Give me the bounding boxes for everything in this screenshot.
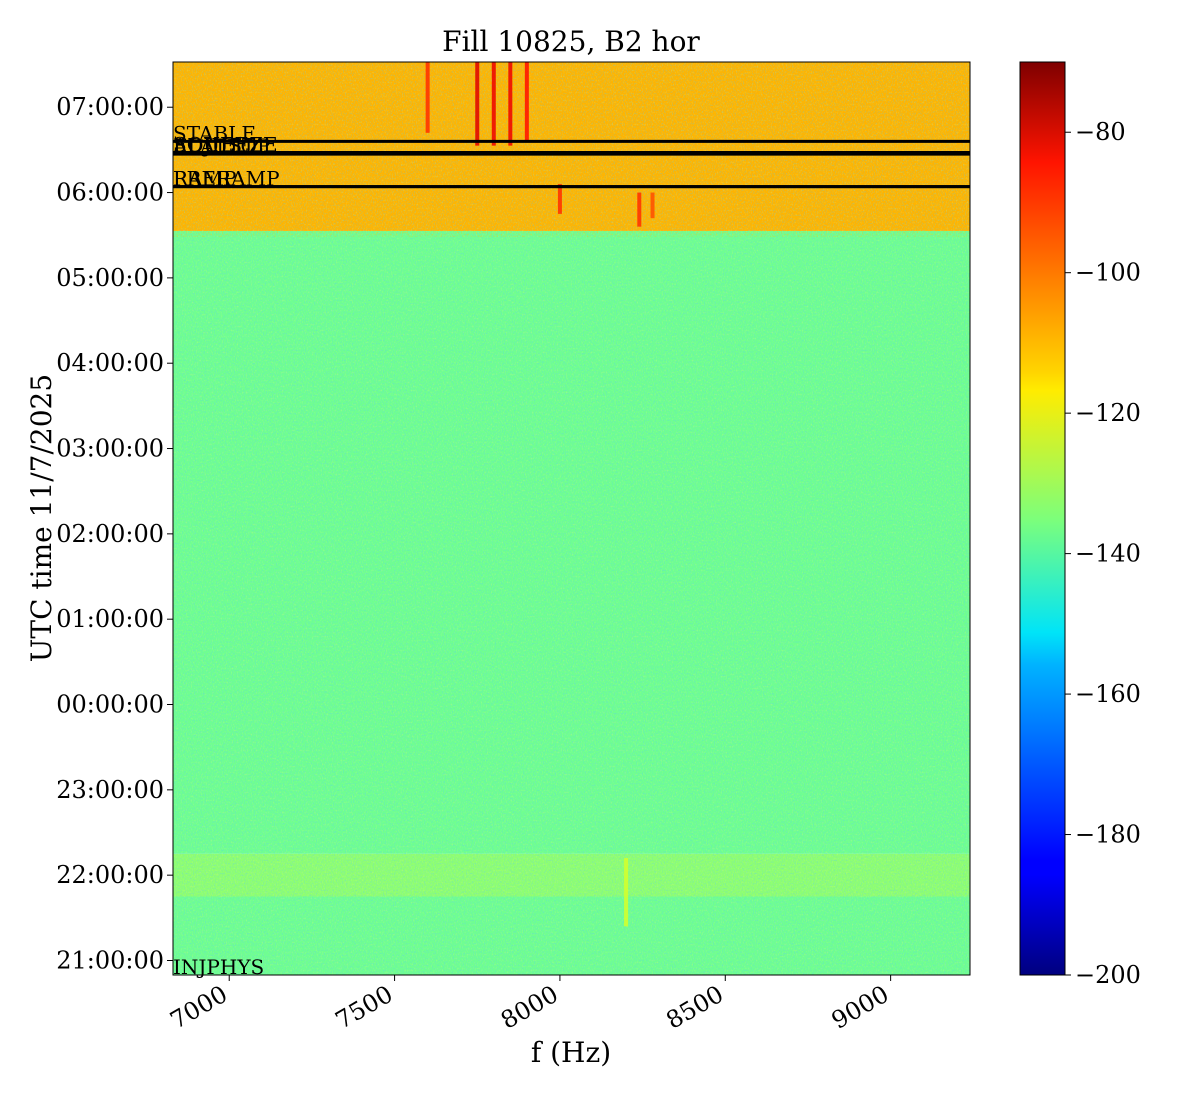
x-tick-label: 7000 [165, 980, 232, 1035]
spectral-line [491, 62, 496, 146]
x-axis-label: f (Hz) [531, 1036, 611, 1069]
colorbar-tick-label: −140 [1075, 540, 1141, 568]
y-tick-label: 05:00:00 [56, 264, 164, 292]
y-tick-label: 01:00:00 [56, 605, 164, 633]
y-tick-label: 04:00:00 [56, 349, 164, 377]
x-axis: 7000 7500 8000 8500 9000 [165, 975, 894, 1035]
y-tick-label: 06:00:00 [56, 179, 164, 207]
colorbar-tick-label: −180 [1075, 821, 1141, 849]
x-tick-label: 8500 [661, 980, 728, 1035]
spectral-line [624, 858, 629, 927]
event-label: PRERAMP [173, 167, 280, 191]
colorbar-tick-label: −120 [1075, 399, 1141, 427]
y-tick-label: 02:00:00 [56, 520, 164, 548]
spectral-line [524, 62, 529, 142]
spectral-lines [425, 62, 655, 927]
colorbar-tick-label: −100 [1075, 259, 1141, 287]
event-label: FLATTOP [173, 134, 270, 158]
y-tick-label: 23:00:00 [56, 776, 164, 804]
plot-area [173, 62, 970, 975]
noise-texture-high [173, 62, 970, 237]
spectral-line [637, 192, 642, 227]
colorbar-tick-label: −160 [1075, 680, 1141, 708]
y-axis-label: UTC time 11/7/2025 [25, 374, 58, 662]
colorbar [1019, 61, 1066, 976]
event-label: SQUEEZE [173, 132, 278, 156]
event-label: INJPHYS [173, 955, 264, 979]
y-tick-label: 21:00:00 [56, 946, 164, 974]
event-lines [173, 139, 970, 189]
y-tick-label: 22:00:00 [56, 861, 164, 889]
colorbar-tick-label: −200 [1075, 961, 1141, 989]
spectral-line [425, 62, 430, 133]
event-label: ADJUST [172, 133, 256, 157]
spectral-line [475, 62, 480, 146]
colorbar-tick-label: −80 [1075, 118, 1126, 146]
x-tick-label: 8000 [496, 980, 563, 1035]
plot-frame [172, 61, 971, 976]
chart-title: Fill 10825, B2 hor [442, 25, 700, 58]
y-tick-label: 07:00:00 [56, 93, 164, 121]
event-label: RAMP [173, 167, 236, 191]
y-tick-label: 00:00:00 [56, 691, 164, 719]
colorbar-ticks: −200 −180 −160 −140 −120 −100 −80 [1065, 118, 1141, 989]
y-axis: 21:00:00 22:00:00 23:00:00 00:00:00 01:00:00… [56, 93, 173, 974]
x-tick-label: 7500 [331, 980, 398, 1035]
spectral-line [557, 184, 562, 214]
x-tick-label: 9000 [827, 980, 894, 1035]
spectral-line [508, 62, 513, 146]
event-label: STABLE [173, 121, 256, 145]
y-tick-label: 03:00:00 [56, 435, 164, 463]
spectral-line [650, 192, 655, 219]
